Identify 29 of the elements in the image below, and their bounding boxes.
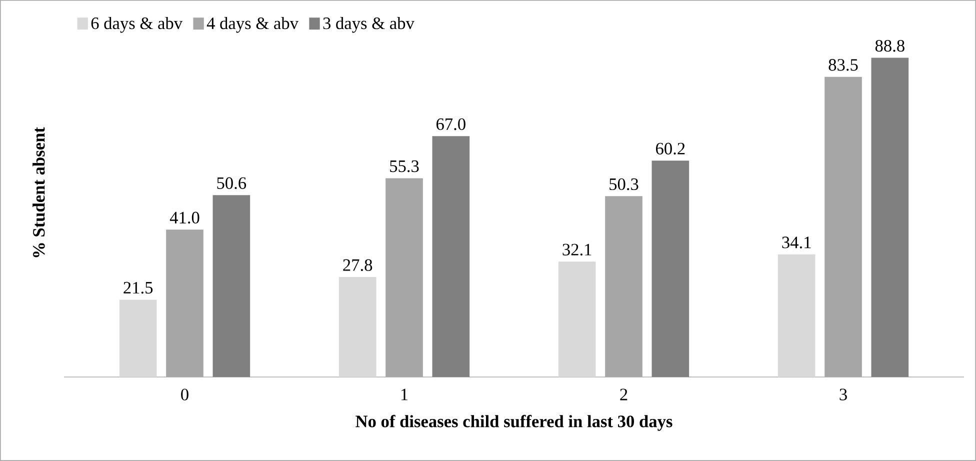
bar: [605, 196, 642, 377]
bar: [558, 262, 596, 377]
bar: [386, 178, 423, 377]
bar: [338, 277, 376, 377]
bar: [824, 76, 862, 377]
legend-label: 4 days & abv: [206, 16, 298, 33]
x-tick-label: 1: [401, 388, 408, 400]
data-label: 83.5: [828, 59, 858, 71]
bar: [778, 254, 816, 377]
data-label: 34.1: [782, 236, 811, 248]
x-axis-title: No of diseases child suffered in last 30 days: [356, 414, 672, 431]
y-axis-title: % Student absent: [32, 127, 45, 258]
data-label: 55.3: [390, 160, 419, 172]
data-label: 88.8: [875, 40, 904, 52]
data-label: 27.8: [343, 259, 372, 272]
legend-label: 6 days & abv: [91, 16, 183, 33]
legend-label: 3 days & abv: [323, 16, 414, 33]
data-label: 67.0: [436, 118, 466, 130]
bar: [119, 300, 157, 377]
bar: [166, 230, 204, 377]
data-label: 50.3: [610, 178, 638, 190]
data-label: 21.5: [124, 282, 153, 294]
x-tick-label: 0: [181, 388, 188, 400]
x-tick-label: 2: [620, 388, 628, 400]
data-label: 32.1: [562, 244, 592, 256]
data-label: 50.6: [217, 177, 246, 190]
x-tick-label: 3: [840, 388, 847, 400]
data-label: 60.2: [656, 142, 685, 155]
data-label: 41.0: [170, 212, 200, 224]
